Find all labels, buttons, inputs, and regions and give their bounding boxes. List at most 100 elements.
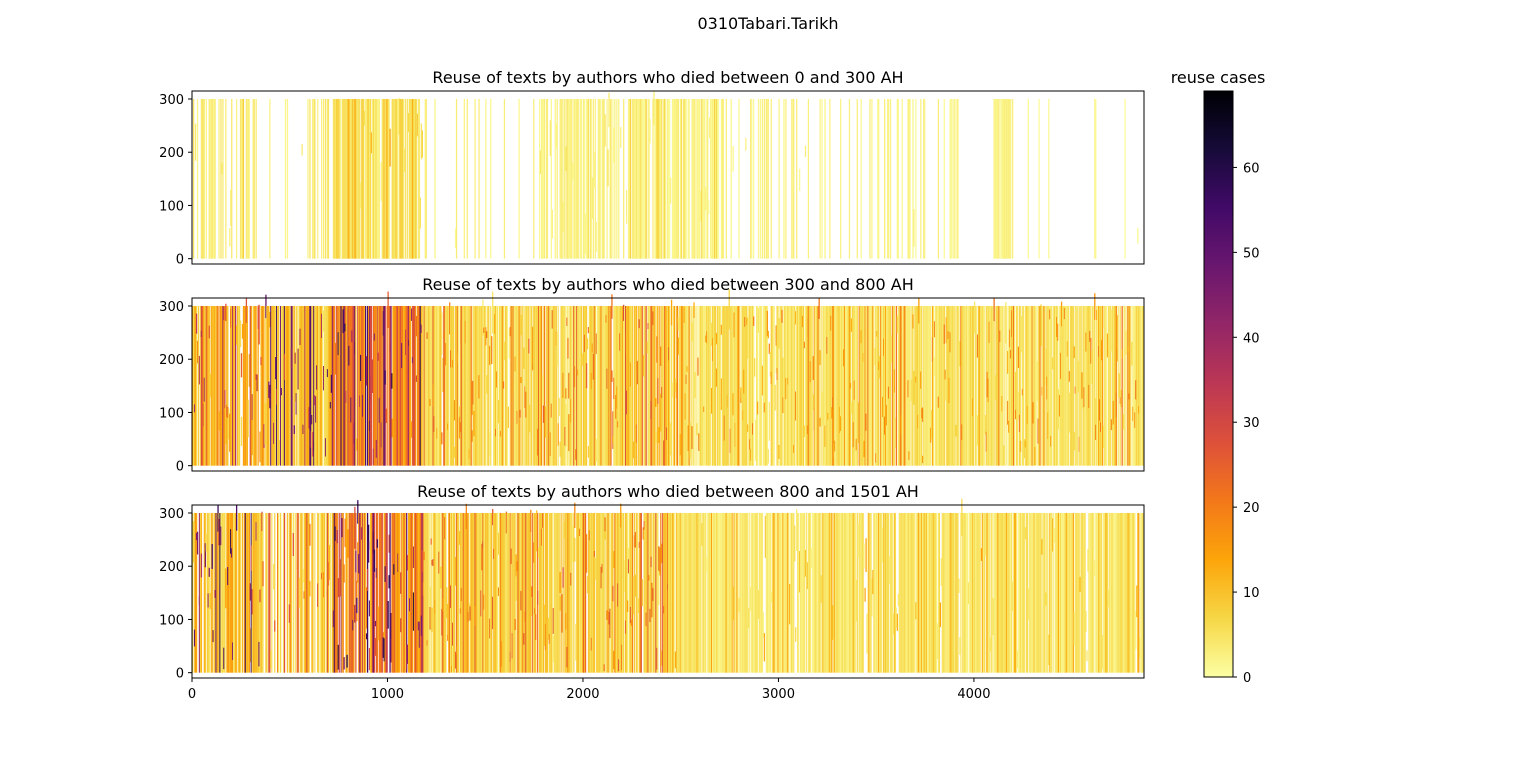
heatmap-column — [872, 570, 874, 595]
heatmap-column — [327, 512, 330, 673]
heatmap-column — [255, 512, 257, 673]
heatmap-column — [901, 98, 903, 259]
heatmap-column — [1100, 305, 1103, 466]
heatmap-column — [637, 305, 639, 466]
colorbar-tick-label: 40 — [1243, 331, 1260, 346]
heatmap-spot — [432, 559, 434, 567]
heatmap-spot — [296, 561, 298, 570]
heatmap-column — [693, 512, 695, 673]
heatmap-column — [612, 98, 614, 259]
heatmap-column — [504, 512, 507, 673]
heatmap-column — [602, 305, 604, 466]
heatmap-spot — [294, 352, 296, 364]
heatmap-column — [973, 301, 976, 334]
heatmap-column — [312, 512, 314, 673]
heatmap-column — [560, 305, 562, 466]
heatmap-column — [266, 305, 268, 466]
heatmap-spot — [562, 567, 564, 588]
heatmap-column — [888, 305, 891, 466]
heatmap-spot — [1085, 332, 1087, 352]
heatmap-spot — [445, 343, 447, 366]
heatmap-spot — [649, 608, 651, 623]
heatmap-column — [219, 305, 221, 466]
heatmap-column — [860, 98, 862, 259]
heatmap-column — [1051, 512, 1053, 673]
heatmap-spot — [368, 600, 371, 617]
heatmap-column — [759, 512, 762, 673]
heatmap-column — [899, 305, 901, 466]
heatmap-column — [676, 98, 679, 259]
heatmap-column — [382, 98, 384, 259]
heatmap-column — [192, 98, 195, 259]
heatmap-column — [650, 512, 652, 673]
heatmap-column — [375, 512, 378, 673]
heatmap-column — [787, 512, 789, 673]
heatmap-column — [770, 591, 772, 603]
heatmap-spot — [652, 588, 654, 601]
heatmap-column — [1060, 305, 1063, 466]
colorbar-frame — [1203, 90, 1234, 678]
heatmap-column — [745, 512, 747, 673]
heatmap-column — [1096, 512, 1098, 673]
heatmap-column — [332, 512, 335, 673]
heatmap-column — [215, 305, 217, 466]
heatmap-column — [554, 305, 556, 466]
heatmap-column — [995, 512, 997, 673]
heatmap-column — [199, 305, 202, 466]
heatmap-spot — [587, 327, 590, 334]
heatmap-column — [1072, 512, 1074, 673]
heatmap-column — [633, 512, 636, 673]
heatmap-column — [613, 551, 615, 569]
heatmap-column — [451, 305, 453, 466]
heatmap-column — [1031, 305, 1033, 466]
heatmap-spot — [666, 427, 668, 441]
heatmap-column — [722, 98, 725, 259]
heatmap-column — [221, 512, 223, 673]
heatmap-column — [342, 512, 344, 673]
heatmap-spot — [458, 416, 461, 439]
heatmap-spot — [625, 390, 628, 415]
heatmap-column — [509, 512, 511, 673]
heatmap-column — [945, 512, 947, 673]
heatmap-column — [1070, 305, 1072, 466]
heatmap-column — [658, 563, 660, 606]
heatmap-column — [840, 305, 842, 466]
heatmap-column — [247, 512, 249, 673]
heatmap-column — [289, 512, 292, 673]
heatmap-spot — [211, 544, 213, 569]
heatmap-column — [635, 512, 638, 673]
heatmap-spot — [510, 548, 512, 564]
heatmap-column — [245, 512, 248, 673]
heatmap-column — [897, 98, 899, 259]
heatmap-column — [837, 512, 839, 673]
heatmap-column — [889, 512, 892, 673]
heatmap-column — [779, 512, 781, 673]
heatmap-column — [978, 512, 981, 673]
heatmap-column — [625, 190, 628, 224]
heatmap-column — [433, 305, 435, 466]
heatmap-spot — [853, 380, 855, 400]
heatmap-column — [221, 163, 223, 175]
heatmap-column — [705, 512, 707, 673]
heatmap-spot — [801, 315, 804, 328]
heatmap-spot — [743, 369, 745, 394]
heatmap-column — [239, 320, 242, 348]
heatmap-spot — [268, 381, 270, 399]
heatmap-column — [1066, 305, 1069, 466]
heatmap-column — [996, 305, 998, 466]
heatmap-column — [634, 305, 637, 466]
heatmap-column — [633, 305, 636, 466]
heatmap-column — [403, 305, 405, 466]
heatmap-column — [635, 305, 638, 466]
heatmap-column — [1032, 305, 1034, 466]
heatmap-column — [538, 98, 541, 259]
heatmap-column — [1048, 305, 1050, 466]
heatmap-column — [339, 305, 341, 466]
heatmap-column — [747, 512, 749, 673]
heatmap-spot — [1017, 346, 1020, 369]
heatmap-spot — [312, 431, 314, 457]
heatmap-column — [735, 512, 737, 673]
heatmap-spot — [366, 568, 369, 592]
heatmap-column — [661, 650, 663, 666]
